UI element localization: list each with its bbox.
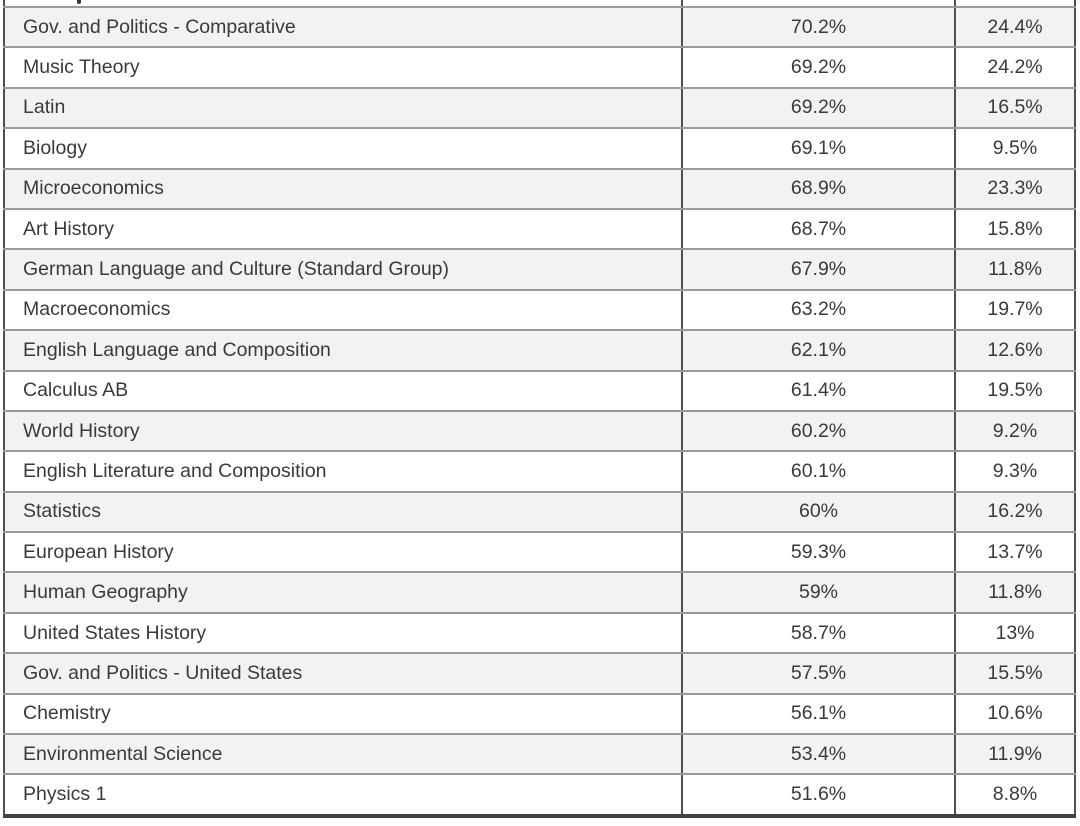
table-row: World History 60.2% 9.2% bbox=[4, 410, 1075, 453]
table-row: Art History 68.7% 15.8% bbox=[4, 208, 1075, 251]
subject-cell: European History bbox=[4, 532, 683, 574]
value2-cell: 19.7% bbox=[955, 289, 1075, 332]
subject-cell: Physics 1 bbox=[4, 774, 683, 817]
table-row: Gov. and Politics - Comparative 70.2% 24.4… bbox=[4, 7, 1075, 49]
clipped-text-descender bbox=[77, 0, 81, 4]
subject-cell: Art History bbox=[4, 208, 683, 251]
value1-cell: 69.1% bbox=[682, 128, 956, 170]
table-row: English Literature and Composition 60.1% 9… bbox=[4, 451, 1075, 493]
subject-cell: Human Geography bbox=[4, 572, 683, 614]
subject-cell: Environmental Science bbox=[4, 734, 683, 776]
value2-cell: 9.5% bbox=[955, 128, 1075, 170]
subject-cell: Chemistry bbox=[4, 693, 683, 736]
value2-cell: 11.8% bbox=[955, 249, 1075, 291]
table-row: Environmental Science 53.4% 11.9% bbox=[4, 734, 1075, 776]
subject-cell: Biology bbox=[4, 128, 683, 170]
table-row: English Language and Composition 62.1% 12.… bbox=[4, 330, 1075, 372]
subject-cell: World History bbox=[4, 410, 683, 453]
value1-cell: 57.5% bbox=[682, 653, 956, 695]
value1-cell: 63.2% bbox=[682, 289, 956, 332]
value2-cell: 24.4% bbox=[955, 7, 1075, 49]
value1-cell: 68.9% bbox=[682, 168, 956, 210]
subject-cell: Gov. and Politics - Comparative bbox=[4, 7, 683, 49]
value1-cell: 62.1% bbox=[682, 330, 956, 372]
value1-cell: 58.7% bbox=[682, 612, 956, 655]
value2-cell: 8.8% bbox=[955, 774, 1075, 817]
value1-cell: 69.2% bbox=[682, 47, 956, 89]
value1-cell: 68.7% bbox=[682, 208, 956, 251]
value2-cell: 11.8% bbox=[955, 572, 1075, 614]
value1-cell: 56.1% bbox=[682, 693, 956, 736]
table-row: Statistics 60% 16.2% bbox=[4, 491, 1075, 534]
table-row: Physics 1 51.6% 8.8% bbox=[4, 774, 1075, 817]
subject-cell: Macroeconomics bbox=[4, 289, 683, 332]
value1-cell: 69.2% bbox=[682, 87, 956, 130]
value2-cell: 13% bbox=[955, 612, 1075, 655]
value1-cell: 59.3% bbox=[682, 532, 956, 574]
subject-cell: Music Theory bbox=[4, 47, 683, 89]
value2-cell: 15.8% bbox=[955, 208, 1075, 251]
value2-cell: 11.9% bbox=[955, 734, 1075, 776]
value1-cell: 60.1% bbox=[682, 451, 956, 493]
clipped-value1-cell bbox=[682, 0, 956, 8]
subject-cell: Calculus AB bbox=[4, 370, 683, 412]
subject-cell: Microeconomics bbox=[4, 168, 683, 210]
subject-cell: Latin bbox=[4, 87, 683, 130]
value1-cell: 60.2% bbox=[682, 410, 956, 453]
clipped-subject-cell bbox=[4, 0, 683, 8]
subject-cell: German Language and Culture (Standard Gr… bbox=[4, 249, 683, 291]
subject-cell: English Language and Composition bbox=[4, 330, 683, 372]
table-row: Biology 69.1% 9.5% bbox=[4, 128, 1075, 170]
table-row: Calculus AB 61.4% 19.5% bbox=[4, 370, 1075, 412]
table-row: Chemistry 56.1% 10.6% bbox=[4, 693, 1075, 736]
value2-cell: 24.2% bbox=[955, 47, 1075, 89]
subject-cell: Gov. and Politics - United States bbox=[4, 653, 683, 695]
table-row: German Language and Culture (Standard Gr… bbox=[4, 249, 1075, 291]
ap-scores-table: Gov. and Politics - Comparative 70.2% 24.4… bbox=[3, 0, 1076, 818]
value1-cell: 61.4% bbox=[682, 370, 956, 412]
value1-cell: 53.4% bbox=[682, 734, 956, 776]
value2-cell: 9.2% bbox=[955, 410, 1075, 453]
table-row: Gov. and Politics - United States 57.5% 15… bbox=[4, 653, 1075, 695]
subject-cell: English Literature and Composition bbox=[4, 451, 683, 493]
value2-cell: 9.3% bbox=[955, 451, 1075, 493]
clipped-top-row bbox=[4, 0, 1075, 8]
subject-cell: Statistics bbox=[4, 491, 683, 534]
table-row: Latin 69.2% 16.5% bbox=[4, 87, 1075, 130]
value2-cell: 15.5% bbox=[955, 653, 1075, 695]
value2-cell: 23.3% bbox=[955, 168, 1075, 210]
value2-cell: 16.5% bbox=[955, 87, 1075, 130]
value2-cell: 13.7% bbox=[955, 532, 1075, 574]
value2-cell: 19.5% bbox=[955, 370, 1075, 412]
table-row: Macroeconomics 63.2% 19.7% bbox=[4, 289, 1075, 332]
subject-cell: United States History bbox=[4, 612, 683, 655]
value1-cell: 51.6% bbox=[682, 774, 956, 817]
value1-cell: 60% bbox=[682, 491, 956, 534]
data-table-container: Gov. and Politics - Comparative 70.2% 24.4… bbox=[3, 0, 1076, 818]
value2-cell: 16.2% bbox=[955, 491, 1075, 534]
value2-cell: 12.6% bbox=[955, 330, 1075, 372]
value2-cell: 10.6% bbox=[955, 693, 1075, 736]
value1-cell: 70.2% bbox=[682, 7, 956, 49]
table-row: European History 59.3% 13.7% bbox=[4, 532, 1075, 574]
table-row: Microeconomics 68.9% 23.3% bbox=[4, 168, 1075, 210]
value1-cell: 59% bbox=[682, 572, 956, 614]
value1-cell: 67.9% bbox=[682, 249, 956, 291]
table-row: Human Geography 59% 11.8% bbox=[4, 572, 1075, 614]
table-row: United States History 58.7% 13% bbox=[4, 612, 1075, 655]
clipped-value2-cell bbox=[955, 0, 1075, 8]
table-row: Music Theory 69.2% 24.2% bbox=[4, 47, 1075, 89]
